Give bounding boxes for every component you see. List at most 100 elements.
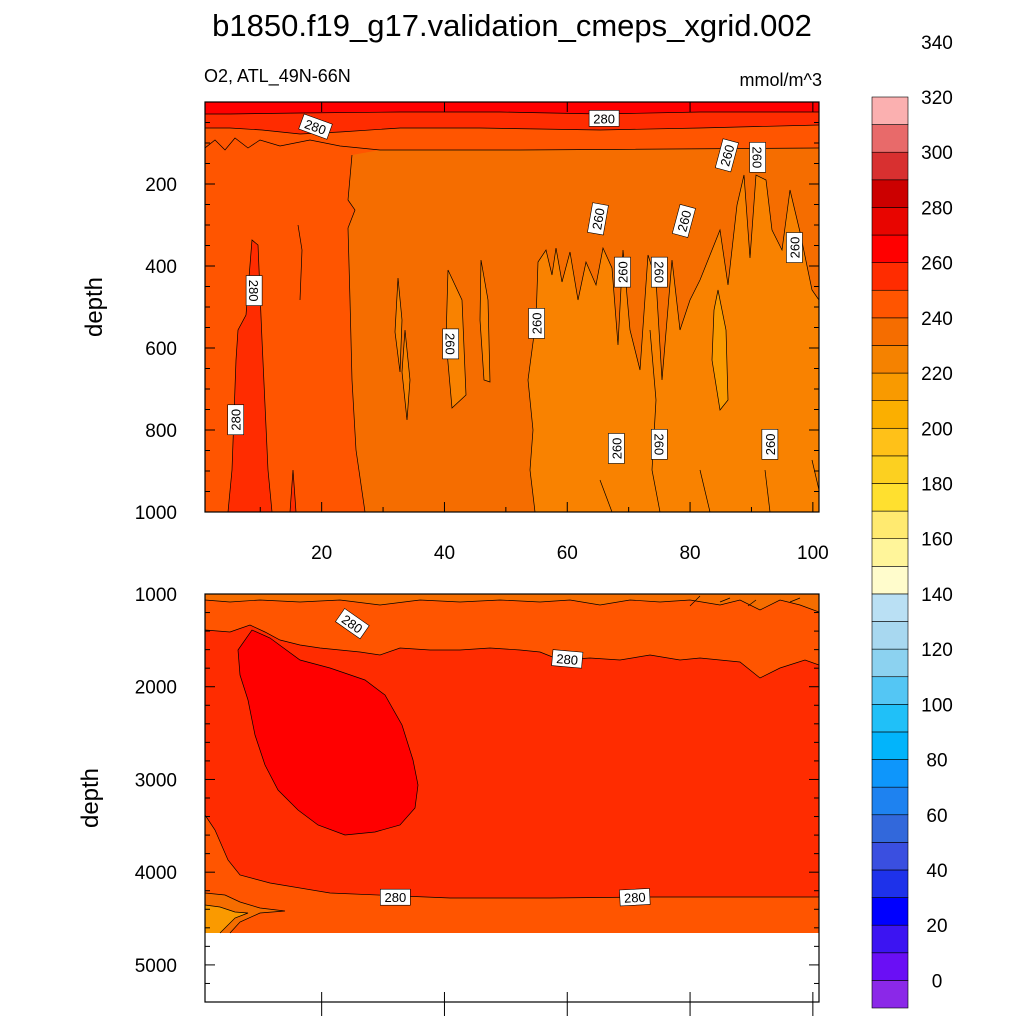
- upper-panel: 280 280 280 280 260 260 260 260 260 260 260 260 260 2…: [81, 101, 829, 564]
- upper-contour-label-box: [608, 433, 625, 464]
- lower-y-tick-label: 2000: [135, 678, 177, 699]
- colorbar-box: [871, 179, 909, 208]
- upper-contour-label-box: [671, 203, 696, 238]
- colorbar-tick-label: 200: [921, 419, 953, 440]
- upper-lens-4: [480, 260, 490, 382]
- lower-contour-label-text: 280: [384, 890, 406, 905]
- upper-contour-label-box: [714, 138, 739, 173]
- upper-contour-label-6: 260: [587, 202, 609, 236]
- colorbar-box: [871, 566, 909, 595]
- colorbar: 0 20 40 60 80 100 120 140 160 180 200 220 240 260 280 3…: [871, 33, 953, 1009]
- colorbar-tick-label: 160: [921, 530, 953, 551]
- upper-contour-label-7: 260: [671, 203, 696, 238]
- lower-contour-label-box: [551, 649, 584, 669]
- upper-pocket-280-290: [228, 240, 272, 512]
- upper-contour-label-1: 280: [588, 110, 620, 127]
- upper-band-290-300: [205, 102, 819, 114]
- left-subtitle: O2, ATL_49N-66N: [204, 66, 351, 87]
- lower-top-band-260-270: [205, 594, 819, 612]
- upper-x-tick-label: 100: [797, 543, 829, 564]
- upper-contour-label-text: 260: [651, 261, 666, 283]
- upper-contour-label-4: 260: [714, 138, 739, 173]
- lower-bottom-band-270-280: [205, 815, 819, 933]
- upper-contour-label-3: 280: [227, 404, 244, 436]
- lower-contour-label-box: [335, 608, 370, 640]
- colorbar-box: [871, 483, 909, 512]
- figure-title: b1850.f19_g17.validation_cmeps_xgrid.002: [212, 8, 812, 43]
- colorbar-tick-label: 80: [926, 751, 947, 772]
- colorbar-tick-label: 240: [921, 309, 953, 330]
- upper-contour-label-text: 280: [246, 280, 261, 302]
- upper-ylabel: depth: [81, 277, 108, 337]
- colorbar-box: [871, 759, 909, 788]
- colorbar-box: [871, 952, 909, 981]
- colorbar-box: [871, 980, 909, 1009]
- upper-x-tick-label: 40: [434, 543, 455, 564]
- colorbar-box: [871, 234, 909, 263]
- upper-contour-label-box: [245, 275, 263, 306]
- colorbar-tick-label: 0: [932, 971, 943, 992]
- upper-y-tick-label: 1000: [135, 503, 177, 524]
- lower-contour-label-box: [380, 888, 411, 906]
- colorbar-box: [871, 814, 909, 843]
- upper-y-tick-label: 400: [145, 257, 177, 278]
- colorbar-box: [871, 786, 909, 816]
- colorbar-box: [871, 427, 909, 457]
- upper-contour-label-text: 260: [616, 261, 631, 283]
- upper-contour-label-13: 260: [608, 433, 625, 464]
- colorbar-tick-label: 100: [921, 695, 953, 716]
- upper-contour-label-5: 260: [749, 142, 766, 173]
- colorbar-tick-label: 260: [921, 254, 953, 275]
- upper-contour-label-text: 260: [717, 143, 737, 168]
- lower-ylabel: depth: [77, 768, 104, 828]
- lower-y-tick-label: 1000: [135, 585, 177, 606]
- upper-y-tick-label: 200: [145, 175, 177, 196]
- colorbar-tick-label: 20: [926, 916, 947, 937]
- colorbar-tick-label: 40: [926, 861, 947, 882]
- upper-contour-label-box: [749, 142, 766, 173]
- upper-x-tick-label: 60: [557, 543, 578, 564]
- upper-x-tick-label: 20: [311, 543, 332, 564]
- upper-contour-label-9: 260: [614, 256, 631, 288]
- upper-region-250-260: [528, 175, 819, 512]
- colorbar-box: [871, 345, 909, 374]
- lower-contour-label-text: 280: [556, 651, 579, 668]
- colorbar-box: [871, 289, 909, 319]
- colorbar-box: [871, 842, 909, 871]
- colorbar-box: [871, 704, 909, 733]
- colorbar-box: [871, 455, 909, 484]
- colorbar-box: [871, 924, 909, 954]
- lower-contour-lines: [205, 595, 819, 934]
- colorbar-box: [871, 400, 909, 429]
- upper-contour-label-box: [587, 202, 609, 236]
- upper-contour-label-text: 260: [589, 207, 608, 231]
- upper-contour-label-text: 280: [229, 409, 244, 431]
- colorbar-tick-label: 340: [921, 33, 953, 54]
- colorbar-box: [871, 869, 909, 898]
- colorbar-box: [871, 593, 909, 622]
- colorbar-tick-label: 120: [921, 640, 953, 661]
- colorbar-tick-label: 320: [921, 88, 953, 109]
- colorbar-box: [871, 676, 909, 705]
- colorbar-tick-label: 280: [921, 198, 953, 219]
- colorbar-tick-label: 300: [921, 143, 953, 164]
- upper-contour-label-2: 280: [245, 275, 263, 306]
- upper-contour-label-text: 260: [674, 209, 694, 234]
- upper-y-tick-label: 800: [145, 421, 177, 442]
- upper-x-tick-label: 80: [679, 543, 700, 564]
- upper-contour-label-0: 280: [298, 113, 333, 140]
- upper-contour-label-box: [227, 404, 244, 436]
- lower-contour-label-3: 280: [619, 888, 651, 907]
- colorbar-box: [871, 538, 909, 567]
- upper-contour-label-box: [614, 256, 631, 288]
- lower-y-tick-label: 4000: [135, 863, 177, 884]
- lower-contour-label-text: 280: [624, 890, 646, 906]
- colorbar-box: [871, 621, 909, 650]
- colorbar-box: [871, 262, 909, 291]
- upper-contour-label-15: 260: [761, 429, 779, 460]
- upper-contour-label-11: 260: [442, 328, 459, 360]
